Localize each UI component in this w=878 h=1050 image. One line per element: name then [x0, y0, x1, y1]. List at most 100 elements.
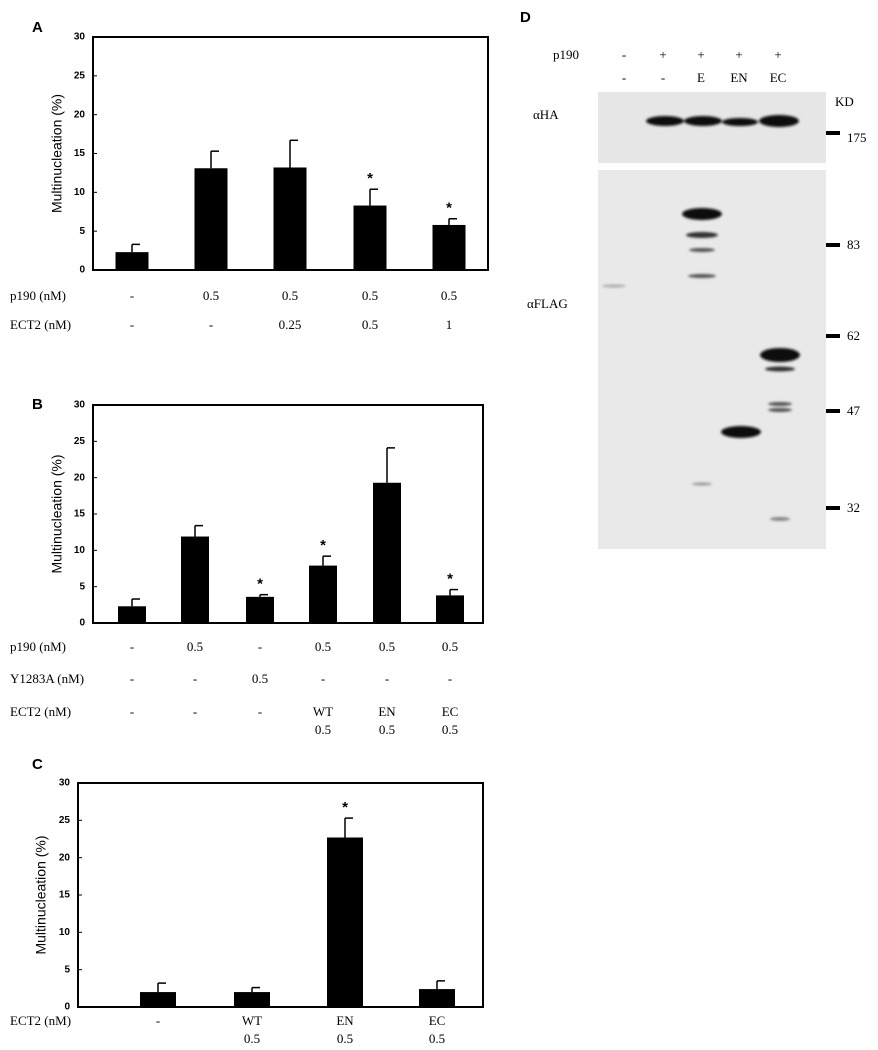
antibody-label: αHA [533, 107, 559, 122]
bar [273, 167, 307, 270]
bar [246, 596, 274, 623]
y-tick-label: 20 [74, 472, 86, 483]
unit-label: KD [835, 94, 854, 109]
condition-value: WT [242, 1013, 262, 1028]
condition-value: 0.5 [315, 722, 331, 737]
y-tick-label: 15 [74, 509, 86, 520]
bar [419, 989, 455, 1007]
condition-value: 0.5 [362, 288, 378, 303]
y-tick-label: 10 [59, 927, 71, 938]
y-tick-label: 0 [79, 265, 85, 276]
y-tick-label: 25 [59, 815, 71, 826]
bar [432, 224, 466, 270]
condition-value: - [193, 671, 197, 686]
y-tick-label: 5 [79, 581, 85, 592]
condition-value: 0.5 [315, 639, 331, 654]
condition-value: EC [429, 1013, 446, 1028]
significance-mark: * [446, 200, 452, 217]
condition-label: ECT2 (nM) [10, 1013, 71, 1028]
condition-label: Y1283A (nM) [10, 671, 84, 686]
bar [118, 606, 146, 623]
marker-label: 62 [847, 328, 860, 343]
bar [115, 252, 149, 270]
bar [309, 565, 337, 623]
significance-mark: * [257, 576, 263, 593]
condition-value: 0.5 [282, 288, 298, 303]
y-axis-label: Multinucleation (%) [49, 454, 65, 573]
significance-mark: * [367, 170, 373, 187]
y-tick-label: 5 [64, 964, 70, 975]
y-tick-label: 25 [74, 436, 86, 447]
plot-frame [77, 782, 484, 1008]
significance-mark: * [447, 571, 453, 588]
bar [353, 205, 387, 270]
y-axis-label: Multinucleation (%) [49, 94, 65, 213]
y-tick-label: 10 [74, 545, 86, 556]
marker-label: 47 [847, 403, 861, 418]
condition-value: - [448, 671, 452, 686]
bar [194, 168, 228, 270]
lane-label: + [774, 47, 781, 62]
condition-value: 0.5 [362, 317, 378, 332]
condition-value: - [193, 704, 197, 719]
y-axis-label: Multinucleation (%) [33, 835, 49, 954]
condition-label: p190 (nM) [10, 288, 66, 303]
panel-label: D [520, 9, 531, 26]
bar [140, 992, 176, 1007]
panel-label: B [32, 396, 43, 413]
condition-label: p190 (nM) [10, 639, 66, 654]
bar [181, 536, 209, 623]
condition-value: 0.5 [442, 722, 458, 737]
marker-label: 175 [847, 130, 867, 145]
condition-value: 0.5 [379, 639, 395, 654]
y-tick-label: 20 [59, 852, 71, 863]
y-tick-label: 10 [74, 187, 86, 198]
condition-value: 0.5 [429, 1031, 445, 1046]
lane-label: E [697, 70, 705, 85]
condition-label: ECT2 (nM) [10, 317, 71, 332]
condition-value: EN [336, 1013, 354, 1028]
bar [373, 482, 401, 623]
lane-label: EN [730, 70, 748, 85]
condition-value: - [130, 671, 134, 686]
panel-label: A [32, 19, 43, 36]
condition-value: - [130, 639, 134, 654]
condition-value: - [130, 704, 134, 719]
y-tick-label: 30 [74, 32, 86, 43]
marker-label: 32 [847, 500, 860, 515]
y-tick-label: 15 [59, 890, 71, 901]
panel-label: C [32, 756, 43, 773]
antibody-label: αFLAG [527, 296, 568, 311]
condition-value: EC [442, 704, 459, 719]
y-tick-label: 25 [74, 70, 86, 81]
bar [327, 837, 363, 1007]
condition-value: 0.5 [441, 288, 457, 303]
bands [602, 115, 800, 521]
condition-value: - [156, 1013, 160, 1028]
header-label: p190 [553, 47, 579, 62]
y-tick-label: 15 [74, 148, 86, 159]
lane-label: + [659, 47, 666, 62]
condition-value: 0.5 [337, 1031, 353, 1046]
condition-value: 0.5 [252, 671, 268, 686]
condition-value: 0.5 [244, 1031, 260, 1046]
condition-value: - [258, 704, 262, 719]
condition-label: ECT2 (nM) [10, 704, 71, 719]
lane-label: - [622, 70, 626, 85]
lane-label: + [697, 47, 704, 62]
y-tick-label: 0 [79, 618, 85, 629]
blot-top [598, 92, 826, 163]
y-tick-label: 5 [79, 226, 85, 237]
condition-value: 0.5 [379, 722, 395, 737]
condition-value: 1 [446, 317, 453, 332]
condition-value: - [130, 288, 134, 303]
condition-value: 0.5 [187, 639, 203, 654]
condition-value: WT [313, 704, 333, 719]
y-tick-label: 30 [59, 778, 71, 789]
condition-value: - [209, 317, 213, 332]
bar [436, 595, 464, 623]
condition-value: - [385, 671, 389, 686]
condition-value: EN [378, 704, 396, 719]
condition-value: 0.5 [442, 639, 458, 654]
